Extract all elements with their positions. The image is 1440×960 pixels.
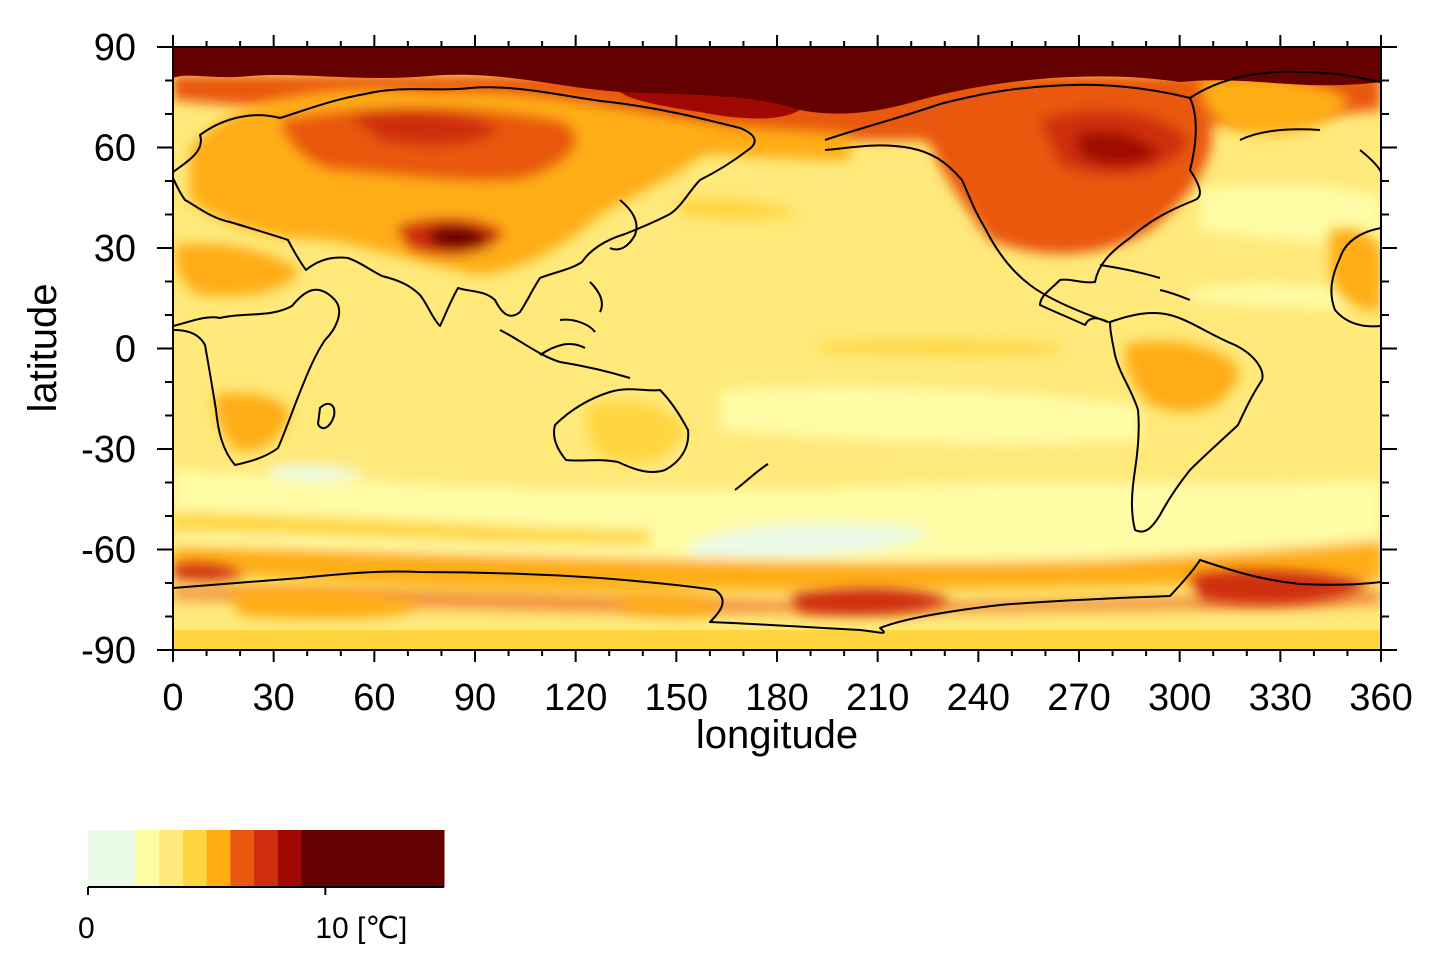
southern-orange-band — [173, 540, 1381, 591]
x-tick-label: 150 — [645, 677, 708, 719]
siberia-core — [350, 110, 500, 146]
x-tick-label: 90 — [454, 677, 496, 719]
y-tick-label: 90 — [94, 27, 136, 69]
y-tick-label: 30 — [94, 228, 136, 270]
south-pacific-pale-band — [720, 386, 1140, 445]
tibet-core — [430, 226, 490, 249]
sahara-warming — [175, 243, 300, 297]
colorbar-swatch — [254, 830, 279, 887]
x-tick-label: 330 — [1249, 677, 1312, 719]
colorbar: 0 10 [℃] — [78, 830, 445, 945]
x-tick-label: 120 — [544, 677, 607, 719]
coastline-caribbean — [1099, 264, 1191, 301]
y-tick-label: -90 — [81, 630, 136, 672]
colorbar-swatch — [277, 830, 303, 887]
x-axis-title: longitude — [696, 713, 858, 757]
hudson-hotspot — [1075, 131, 1160, 166]
greenland-warming — [1200, 76, 1350, 134]
colorbar-swatch — [301, 830, 445, 887]
arctic-ring — [620, 92, 800, 119]
y-tick-label: 0 — [115, 329, 136, 371]
colorbar-swatch — [206, 830, 231, 887]
coastline-north-america — [824, 83, 1201, 326]
coastline-greenland — [1189, 70, 1381, 141]
colorbar-label: 0 — [78, 912, 95, 945]
x-tick-label: 270 — [1047, 677, 1110, 719]
x-tick-labels: 0 30 60 90 120 150 180 210 240 270 300 330 360 — [162, 677, 1412, 719]
coastline-africa — [173, 288, 341, 466]
north-atlantic-pale-band — [1200, 184, 1381, 242]
south-pacific-cool-patch — [690, 523, 930, 557]
antarctic-floor — [173, 630, 1381, 650]
x-tick-label: 210 — [846, 677, 909, 719]
y-tick-label: 60 — [94, 128, 136, 170]
x-tick-label: 30 — [253, 677, 295, 719]
west-sahara-warming — [1330, 228, 1381, 311]
coastline-west-africa-east-edge — [1330, 227, 1381, 328]
coastline-australia — [553, 388, 690, 473]
colorbar-swatch — [230, 830, 255, 887]
colorbar-swatch — [88, 830, 136, 887]
coastline-new-zealand — [734, 463, 769, 491]
southern-ocean-red-patch — [173, 563, 245, 581]
x-tick-label: 180 — [745, 677, 808, 719]
south-atlantic-cool-patch — [270, 464, 370, 480]
coastline-eurasia — [173, 86, 756, 327]
map-panel — [173, 47, 1381, 650]
colorbar-swatch — [182, 830, 208, 887]
arctic-cap — [173, 47, 1381, 114]
coastline-maritime-se-asia — [499, 281, 631, 379]
antarctic-coast-band — [173, 587, 1381, 613]
coastlines — [173, 70, 1381, 634]
subantarctic-yellow-band — [173, 512, 650, 545]
y-tick-labels: 90 60 30 0 -30 -60 -90 — [81, 27, 136, 672]
antarctica-ross-sector — [790, 588, 950, 615]
x-tick-label: 240 — [947, 677, 1010, 719]
colorbar-swatch — [159, 830, 184, 887]
y-axis-title: latitude — [21, 284, 65, 413]
axis-ticks — [157, 35, 1397, 662]
north-pacific-band — [680, 198, 800, 220]
x-tick-label: 300 — [1148, 677, 1211, 719]
y-tick-label: -30 — [81, 429, 136, 471]
x-tick-label: 60 — [353, 677, 395, 719]
colorbar-swatch — [135, 830, 160, 887]
antarctica-weddell-sector — [1190, 569, 1370, 605]
coastline-japan — [609, 199, 638, 251]
y-tick-label: -60 — [81, 530, 136, 572]
amazon-warming — [1125, 341, 1240, 412]
coastline-south-america — [1109, 312, 1264, 533]
equatorial-pacific-stripe — [820, 340, 1060, 355]
colorbar-label: 10 [℃] — [315, 912, 407, 945]
antarctica-sector-east — [620, 594, 720, 616]
australia-warming — [587, 401, 685, 463]
coastline-antarctica — [173, 559, 1381, 634]
southern-africa-warming — [215, 393, 290, 451]
land-regions — [173, 76, 1381, 619]
x-tick-label: 360 — [1349, 677, 1412, 719]
coastline-madagascar — [317, 402, 336, 430]
x-tick-label: 0 — [162, 677, 183, 719]
antarctica-interior-warming — [230, 588, 420, 619]
